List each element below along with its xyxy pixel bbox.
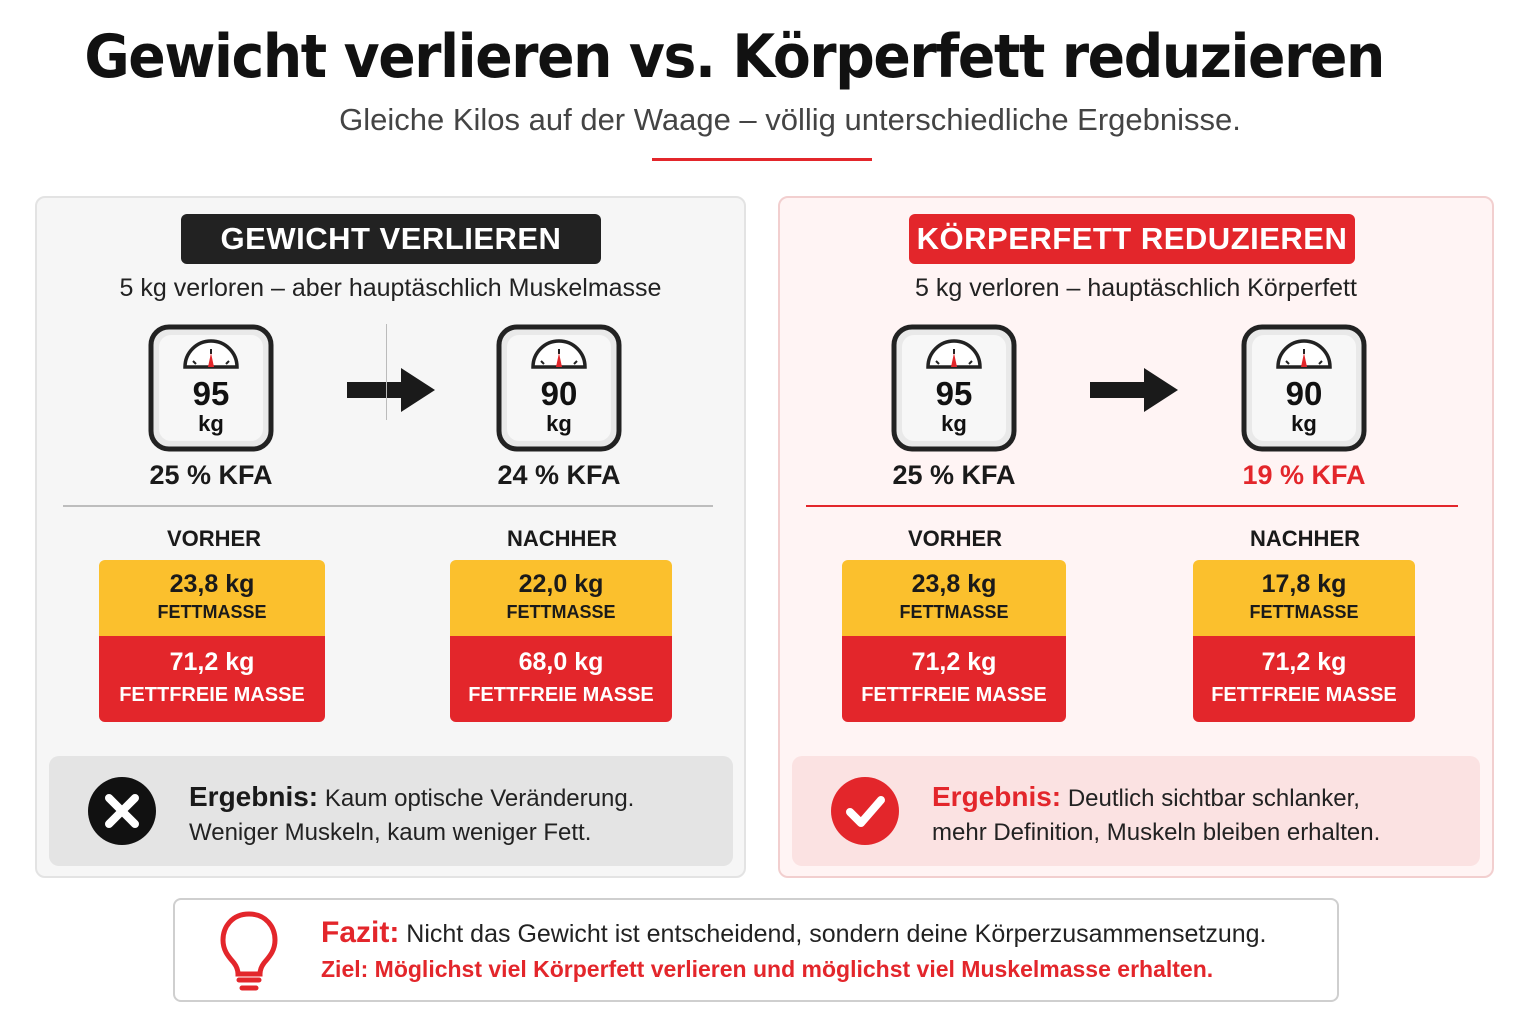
scale-weight: 90	[540, 375, 578, 412]
kfa-after: 19 % KFA	[1242, 460, 1366, 490]
fat-mass-value: 17,8 kg	[1261, 570, 1347, 598]
fazit-lead: Fazit:	[321, 916, 400, 949]
lean-mass-value: 71,2 kg	[169, 648, 255, 676]
scale-weight: 95	[192, 375, 230, 412]
lean-mass-value: 68,0 kg	[518, 648, 604, 676]
result-box: Ergebnis: Deutlich sichtbar schlanker, m…	[792, 756, 1480, 866]
divider	[63, 505, 713, 507]
scale-icon	[496, 324, 622, 452]
mass-breakdown-nachher: 22,0 kg FETTMASSE 68,0 kg FETTFREIE MASS…	[450, 560, 672, 722]
panel-koerperfett-reduzieren: KÖRPERFETT REDUZIEREN 5 kg verloren – ha…	[778, 196, 1494, 878]
nachher-label: NACHHER	[507, 526, 617, 551]
fat-mass-value: 23,8 kg	[169, 570, 255, 598]
divider	[806, 505, 1458, 507]
scale-unit: kg	[198, 411, 224, 436]
mass-breakdown-nachher: 17,8 kg FETTMASSE 71,2 kg FETTFREIE MASS…	[1193, 560, 1415, 722]
fat-mass-value: 22,0 kg	[518, 570, 604, 598]
fat-mass-label: FETTMASSE	[1249, 602, 1359, 622]
nachher-label: NACHHER	[1250, 526, 1360, 551]
page-title: Gewicht verlieren vs. Körperfett reduzie…	[84, 22, 1385, 92]
fat-mass-block: 23,8 kg FETTMASSE	[842, 560, 1066, 636]
lean-mass-label: FETTFREIE MASSE	[861, 684, 1047, 706]
fazit-box: Fazit: Nicht das Gewicht ist entscheiden…	[173, 898, 1339, 1002]
vorher-label: VORHER	[166, 526, 262, 551]
check-circle-icon	[831, 777, 899, 845]
fat-mass-label: FETTMASSE	[899, 602, 1009, 622]
scale-unit: kg	[546, 411, 572, 436]
fazit-line: Fazit: Nicht das Gewicht ist entscheiden…	[321, 916, 1266, 950]
lean-mass-label: FETTFREIE MASSE	[119, 684, 305, 706]
scale-weight: 95	[935, 375, 973, 412]
arrow-right-icon	[1090, 368, 1178, 412]
scale-unit: kg	[941, 411, 967, 436]
panel-caption: 5 kg verloren – aber hauptäschlich Muske…	[119, 274, 662, 302]
lean-mass-block: 71,2 kg FETTFREIE MASSE	[842, 636, 1066, 722]
fazit-text: Nicht das Gewicht ist entscheidend, sond…	[406, 920, 1267, 948]
mass-breakdown-vorher: 23,8 kg FETTMASSE 71,2 kg FETTFREIE MASS…	[99, 560, 325, 722]
fat-mass-block: 17,8 kg FETTMASSE	[1193, 560, 1415, 636]
scale-weight: 90	[1285, 375, 1323, 412]
panel-badge: GEWICHT VERLIEREN	[181, 214, 601, 264]
arrow-right-icon	[347, 368, 435, 412]
result-line1: Kaum optische Veränderung.	[324, 785, 635, 812]
scale-before: 95 kg	[145, 323, 277, 453]
scale-icon	[1241, 324, 1367, 452]
scale-before: 95 kg	[888, 323, 1020, 453]
kfa-before: 25 % KFA	[149, 460, 273, 490]
panel-gewicht-verlieren: GEWICHT VERLIEREN 5 kg verloren – aber h…	[35, 196, 746, 878]
scale-icon	[891, 324, 1017, 452]
result-lead: Ergebnis:	[932, 781, 1062, 812]
fazit-goal: Ziel: Möglichst viel Körperfett verliere…	[321, 956, 1214, 982]
lightbulb-icon	[220, 911, 278, 991]
mass-breakdown-vorher: 23,8 kg FETTMASSE 71,2 kg FETTFREIE MASS…	[842, 560, 1066, 722]
scale-after: 90 kg	[1238, 323, 1370, 453]
lean-mass-label: FETTFREIE MASSE	[468, 684, 654, 706]
result-line2: mehr Definition, Muskeln bleiben erhalte…	[932, 819, 1381, 846]
kfa-after: 24 % KFA	[497, 460, 621, 490]
kfa-before: 25 % KFA	[892, 460, 1016, 490]
lean-mass-value: 71,2 kg	[1261, 648, 1347, 676]
x-circle-icon	[88, 777, 156, 845]
fat-mass-value: 23,8 kg	[911, 570, 997, 598]
scale-icon	[148, 324, 274, 452]
page-subtitle: Gleiche Kilos auf der Waage – völlig unt…	[339, 102, 1241, 137]
title-underline	[652, 158, 872, 161]
result-text: Ergebnis: Kaum optische Veränderung. Wen…	[189, 780, 634, 850]
fat-mass-block: 23,8 kg FETTMASSE	[99, 560, 325, 636]
fat-mass-block: 22,0 kg FETTMASSE	[450, 560, 672, 636]
lean-mass-block: 71,2 kg FETTFREIE MASSE	[1193, 636, 1415, 722]
result-line1: Deutlich sichtbar schlanker,	[1067, 785, 1360, 812]
result-box: Ergebnis: Kaum optische Veränderung. Wen…	[49, 756, 733, 866]
lean-mass-value: 71,2 kg	[911, 648, 997, 676]
lean-mass-label: FETTFREIE MASSE	[1211, 684, 1397, 706]
fat-mass-label: FETTMASSE	[506, 602, 616, 622]
fat-mass-label: FETTMASSE	[157, 602, 267, 622]
scale-unit: kg	[1291, 411, 1317, 436]
lean-mass-block: 71,2 kg FETTFREIE MASSE	[99, 636, 325, 722]
panel-caption: 5 kg verloren – hauptäschlich Körperfett	[915, 274, 1357, 302]
panel-badge: KÖRPERFETT REDUZIEREN	[909, 214, 1355, 264]
result-line2: Weniger Muskeln, kaum weniger Fett.	[189, 819, 592, 846]
vorher-label: VORHER	[907, 526, 1003, 551]
scale-after: 90 kg	[493, 323, 625, 453]
scale-separator	[386, 324, 387, 420]
lean-mass-block: 68,0 kg FETTFREIE MASSE	[450, 636, 672, 722]
result-text: Ergebnis: Deutlich sichtbar schlanker, m…	[932, 780, 1380, 850]
result-lead: Ergebnis:	[189, 781, 319, 812]
